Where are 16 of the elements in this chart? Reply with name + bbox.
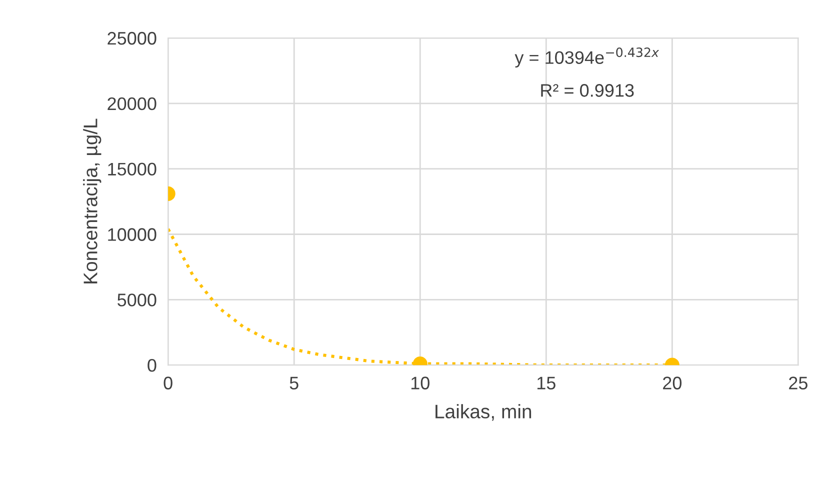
x-tick-label: 25 — [789, 376, 808, 390]
y-tick-label: 5000 — [118, 294, 156, 306]
x-tick-label: 5 — [290, 376, 298, 390]
x-tick-label: 0 — [164, 376, 172, 390]
x-tick-label: 20 — [663, 376, 682, 390]
annotation: y = 10394e$^{−0.432x}$ — [514, 48, 660, 68]
x-tick-label: 15 — [537, 376, 556, 390]
y-tick-label: 10000 — [108, 228, 156, 241]
y-tick-label: 0 — [148, 359, 156, 372]
y-tick-label: 25000 — [108, 32, 156, 45]
annotation: R² = 0.9913 — [541, 84, 634, 97]
y-tick-label: 20000 — [108, 97, 156, 110]
y-axis-title: Koncentracija, µg/L — [83, 118, 102, 284]
x-axis-title: Laikas, min — [436, 404, 532, 421]
y-tick-label: 15000 — [108, 162, 156, 176]
x-tick-label: 10 — [411, 376, 430, 390]
